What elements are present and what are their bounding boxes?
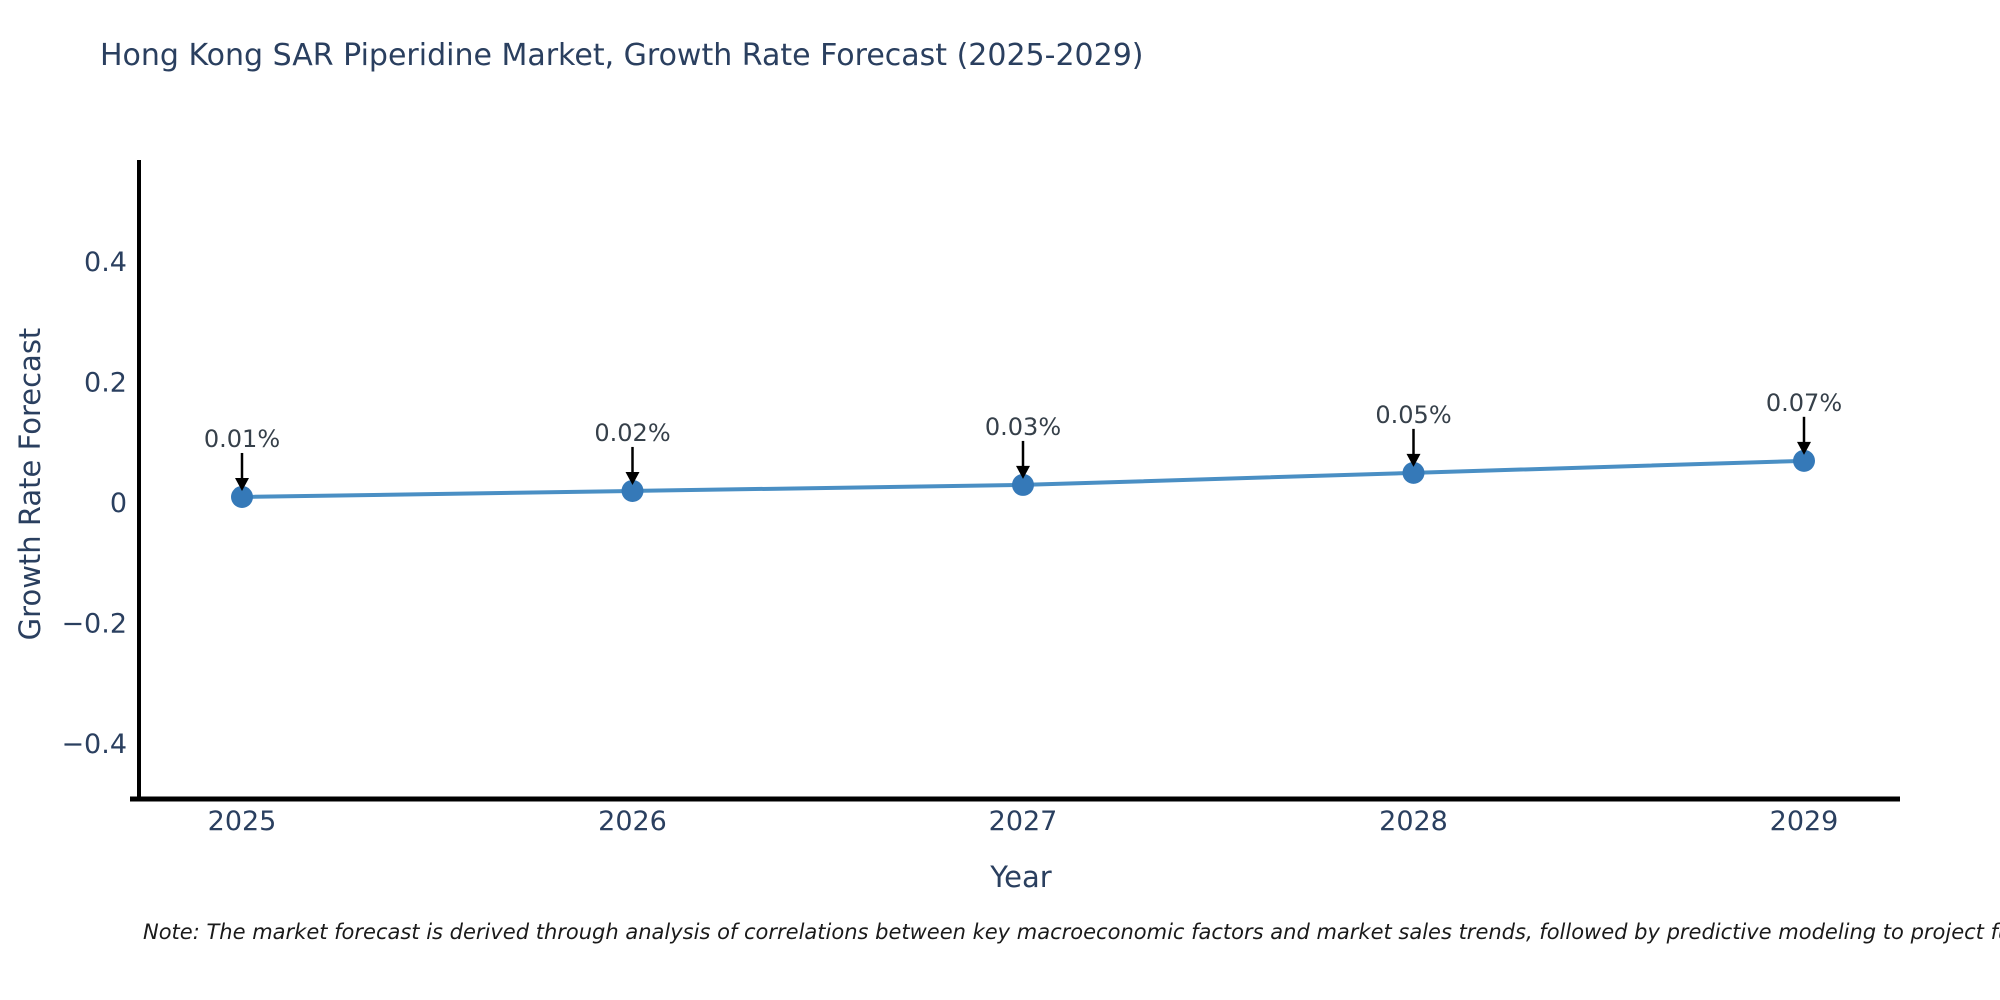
y-axis-title: Growth Rate Forecast [13, 327, 47, 641]
y-tick-label: 0.2 [84, 368, 127, 399]
x-tick-label: 2028 [1379, 806, 1448, 837]
y-tick-label: 0.4 [84, 247, 127, 278]
data-point-marker [621, 479, 644, 502]
x-tick-label: 2025 [208, 806, 277, 837]
annotation-arrowhead [625, 471, 640, 485]
annotations: 0.01% 0.02% 0.03% 0.05% 0.07% [204, 389, 1842, 491]
data-point-marker [1012, 473, 1034, 496]
annotation-label: 0.05% [1375, 401, 1451, 429]
y-tick-label: −0.4 [61, 729, 127, 760]
chart-title: Hong Kong SAR Piperidine Market, Growth … [100, 38, 1144, 73]
annotation-label: 0.02% [594, 419, 670, 447]
x-tick-label: 2026 [598, 806, 667, 837]
annotation-label: 0.07% [1766, 389, 1842, 417]
annotation-arrowhead [235, 477, 249, 491]
axes [130, 160, 1900, 802]
chart-footnote: Note: The market forecast is derived thr… [143, 920, 2000, 944]
annotation-label: 0.01% [204, 425, 280, 453]
annotation-arrowhead [1406, 453, 1421, 467]
data-point-marker [231, 485, 253, 508]
annotation-arrowhead [1016, 465, 1030, 479]
x-tick-label: 2027 [989, 806, 1058, 837]
x-axis-title: Year [990, 860, 1052, 894]
y-tick-label: 0 [110, 488, 127, 519]
annotation-label: 0.03% [985, 413, 1061, 441]
y-tick-label: −0.2 [61, 609, 127, 640]
data-point-marker [1793, 449, 1815, 472]
x-tick-label: 2029 [1770, 806, 1839, 837]
annotation-arrowhead [1797, 441, 1811, 455]
data-point-marker [1402, 461, 1425, 484]
tick-labels: 0.4 0.2 0 −0.2 −0.4 2025 2026 2027 2028 2029 [61, 247, 1838, 837]
data-series [231, 449, 1815, 508]
